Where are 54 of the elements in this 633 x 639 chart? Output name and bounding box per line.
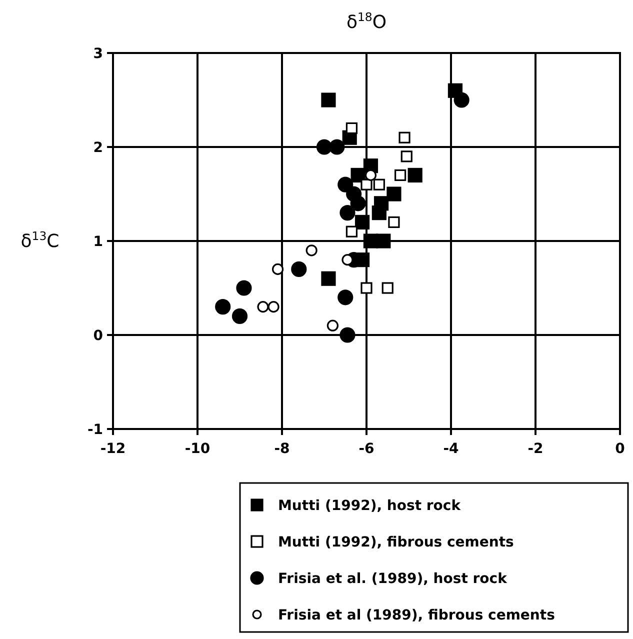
point	[360, 282, 372, 294]
point	[268, 301, 280, 313]
point	[342, 254, 354, 266]
point	[236, 280, 252, 296]
point	[340, 327, 356, 343]
x-tick-label: -8	[274, 441, 290, 457]
y-axis-title: δ$^{13}$C	[20, 229, 60, 252]
point	[326, 320, 338, 332]
point	[360, 178, 372, 190]
x-tick-label: -2	[528, 441, 544, 457]
point	[232, 308, 248, 324]
point	[394, 169, 406, 181]
y-tick-label: -1	[87, 422, 103, 438]
point	[316, 139, 332, 155]
point	[321, 271, 336, 286]
point	[306, 244, 318, 256]
legend-label: Frisia et al. (1989), host rock	[278, 571, 508, 587]
point	[388, 216, 400, 228]
point	[350, 196, 366, 212]
legend-label: Frisia et al (1989), fibrous cements	[278, 608, 555, 624]
legend-label: Mutti (1992), host rock	[278, 498, 462, 514]
point	[346, 122, 358, 134]
chart-title: δ$^{18}$O	[346, 10, 387, 33]
point	[340, 205, 356, 221]
y-tick-label: 0	[93, 328, 104, 344]
point	[291, 261, 307, 277]
y-tick-label: 1	[93, 234, 103, 250]
x-tick-label: -6	[358, 441, 374, 457]
point	[373, 178, 385, 190]
point	[215, 299, 231, 315]
point	[398, 132, 410, 144]
point	[400, 150, 412, 162]
legend-label: Mutti (1992), fibrous cements	[278, 534, 514, 550]
x-tick-label: 0	[615, 441, 626, 457]
point	[321, 92, 336, 108]
x-tick-label: -10	[184, 441, 210, 457]
y-tick-label: 2	[93, 140, 103, 156]
point	[354, 214, 370, 230]
point	[376, 234, 391, 248]
point	[408, 168, 422, 182]
point	[346, 226, 358, 238]
point	[372, 206, 386, 220]
y-tick-label: 3	[93, 46, 103, 62]
point	[382, 282, 394, 294]
point	[338, 290, 354, 306]
x-tick-label: -4	[443, 441, 460, 457]
point	[272, 263, 284, 275]
point	[257, 301, 269, 313]
point	[454, 92, 470, 108]
point	[386, 186, 402, 202]
point	[350, 168, 366, 182]
point	[338, 176, 354, 192]
x-tick-label: -12	[100, 441, 126, 457]
point	[329, 139, 345, 155]
